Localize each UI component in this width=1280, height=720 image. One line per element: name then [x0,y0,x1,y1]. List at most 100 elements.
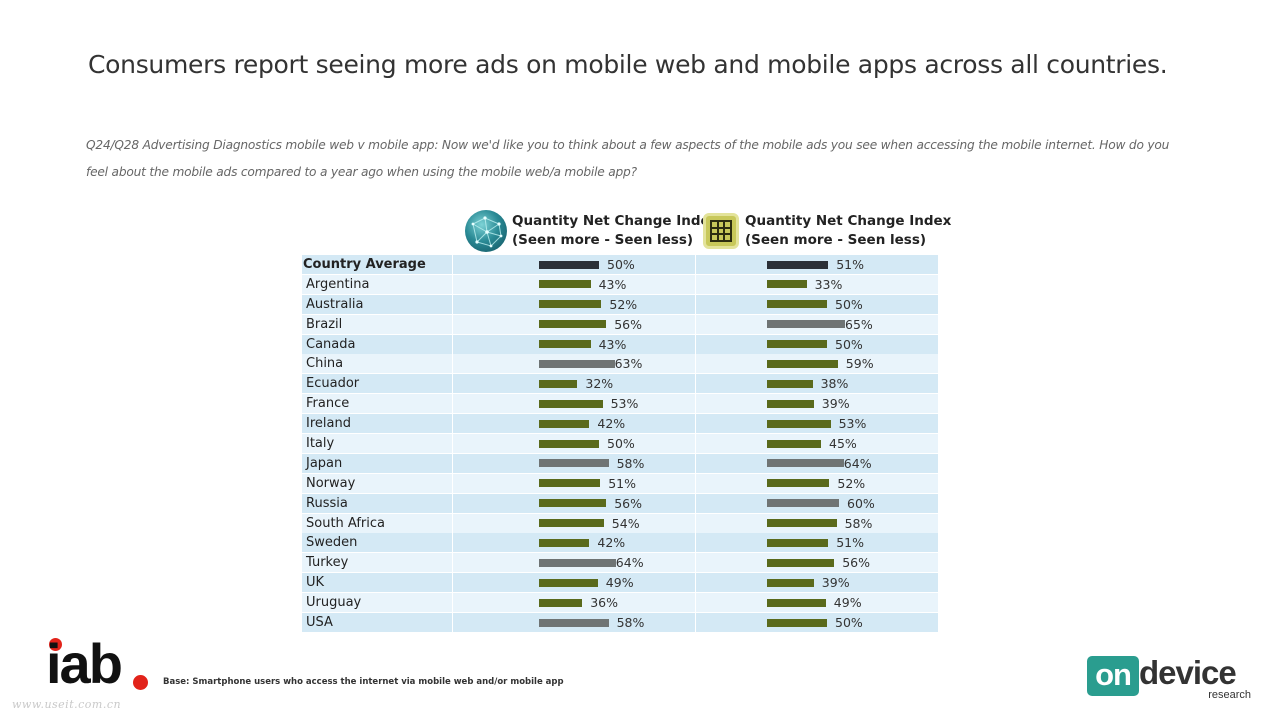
country-cell: Japan [302,453,452,473]
mobile-web-cell: 58% [453,613,695,633]
mobile-app-value: 50% [835,336,863,352]
mobile-web-bar [539,519,604,528]
column-header-line2: (Seen more - Seen less) [512,232,694,248]
page-title: Consumers report seeing more ads on mobi… [88,50,1168,79]
mobile-web-cell: 43% [453,274,695,294]
mobile-web-value: 53% [610,396,639,412]
country-name: Canada [306,336,356,352]
country-cell: Canada [302,334,452,354]
mobile-web-bar [539,618,609,627]
country-name: Uruguay [306,595,362,611]
mobile-app-bar [767,558,835,567]
mobile-app-bar [767,359,838,368]
mobile-app-bar [767,459,844,468]
mobile-web-bar [539,558,616,567]
mobile-web-value: 64% [615,555,644,571]
mobile-web-cell: 36% [453,593,695,613]
mobile-app-cell: 38% [696,374,938,394]
mobile-app-cell: 52% [696,473,938,493]
mobile-web-cell: 49% [453,573,695,593]
mobile-app-bar [767,499,839,508]
mobile-web-bar [539,459,609,468]
mobile-web-value: 43% [598,276,627,292]
mobile-app-bar [767,479,830,488]
mobile-web-cell: 42% [453,533,695,553]
country-cell: Russia [302,493,452,513]
country-cell: Australia [302,294,452,314]
mobile-app-bar [767,519,837,528]
mobile-app-cell: 50% [696,613,938,633]
mobile-app-value: 51% [836,257,864,272]
mobile-app-bar [767,280,807,289]
mobile-web-value: 56% [614,495,642,511]
table-row: Japan 58% 64% [302,453,938,474]
ondevice-research-logo: on device research [1087,654,1257,704]
mobile-web-cell: 52% [453,294,695,314]
country-cell: Ecuador [302,374,452,394]
mobile-app-value: 64% [843,455,872,471]
mobile-web-value: 51% [608,475,636,491]
country-name: Japan [306,455,343,471]
column-header-line1: Quantity Net Change Index [745,213,952,229]
mobile-web-bar [539,479,601,488]
country-name: Sweden [306,535,358,551]
mobile-web-value: 50% [607,257,635,272]
mobile-web-cell: 42% [453,414,695,434]
table-row: France 53% 39% [302,394,938,414]
table-row: Argentina 43% 33% [302,274,938,295]
country-name: France [306,396,350,412]
mobile-web-cell: 54% [453,513,695,533]
mobile-app-value: 49% [833,595,862,611]
watermark: www.useit.com.cn [12,698,122,711]
country-name: Russia [306,495,348,511]
mobile-app-cell: 58% [696,513,938,533]
mobile-app-bar [767,439,821,448]
mobile-app-bar [767,578,814,587]
mobile-app-bar [767,379,813,388]
mobile-app-bar [767,419,831,428]
mobile-app-value: 58% [844,515,873,531]
mobile-web-bar [539,340,591,349]
mobile-web-bar [539,320,607,329]
mobile-app-value: 50% [835,615,863,631]
base-note: Base: Smartphone users who access the in… [163,677,564,687]
table-row: Canada 43% 50% [302,334,938,355]
country-cell: France [302,394,452,414]
mobile-web-cell: 64% [453,553,695,573]
country-cell: Brazil [302,314,452,334]
mobile-web-cell: 50% [453,255,695,274]
mobile-web-cell: 32% [453,374,695,394]
mobile-app-cell: 51% [696,255,938,274]
country-cell: Country Average [302,255,452,274]
table-row: Uruguay 36% 49% [302,593,938,613]
table-row: Australia 52% 50% [302,294,938,315]
column-header-line1: Quantity Net Change Index [512,213,719,229]
table-row: USA 58% 50% [302,613,938,633]
mobile-web-bar [539,399,603,408]
country-name: Brazil [306,316,343,332]
ondevice-logo-on: on [1087,656,1139,696]
mobile-web-cell: 58% [453,453,695,473]
country-name: South Africa [306,515,385,531]
column-header-line2: (Seen more - Seen less) [745,232,927,248]
country-cell: UK [302,573,452,593]
country-name: USA [306,615,333,631]
mobile-web-bar [539,260,599,269]
mobile-app-bar [767,300,827,309]
table-row: South Africa 54% 58% [302,513,938,534]
mobile-web-bar [539,598,583,607]
mobile-web-bar [539,538,590,547]
mobile-app-value: 59% [845,356,874,372]
mobile-app-value: 39% [821,396,850,412]
mobile-web-value: 50% [607,436,635,452]
mobile-app-bar [767,340,827,349]
mobile-web-bar [539,300,602,309]
mobile-app-value: 56% [842,555,870,571]
mobile-app-cell: 51% [696,533,938,553]
mobile-app-cell: 50% [696,334,938,354]
iab-logo-period [133,675,148,690]
mobile-web-value: 52% [609,296,638,312]
mobile-web-bar [539,280,591,289]
table-row: Ireland 42% 53% [302,414,938,434]
mobile-web-bar [539,439,599,448]
